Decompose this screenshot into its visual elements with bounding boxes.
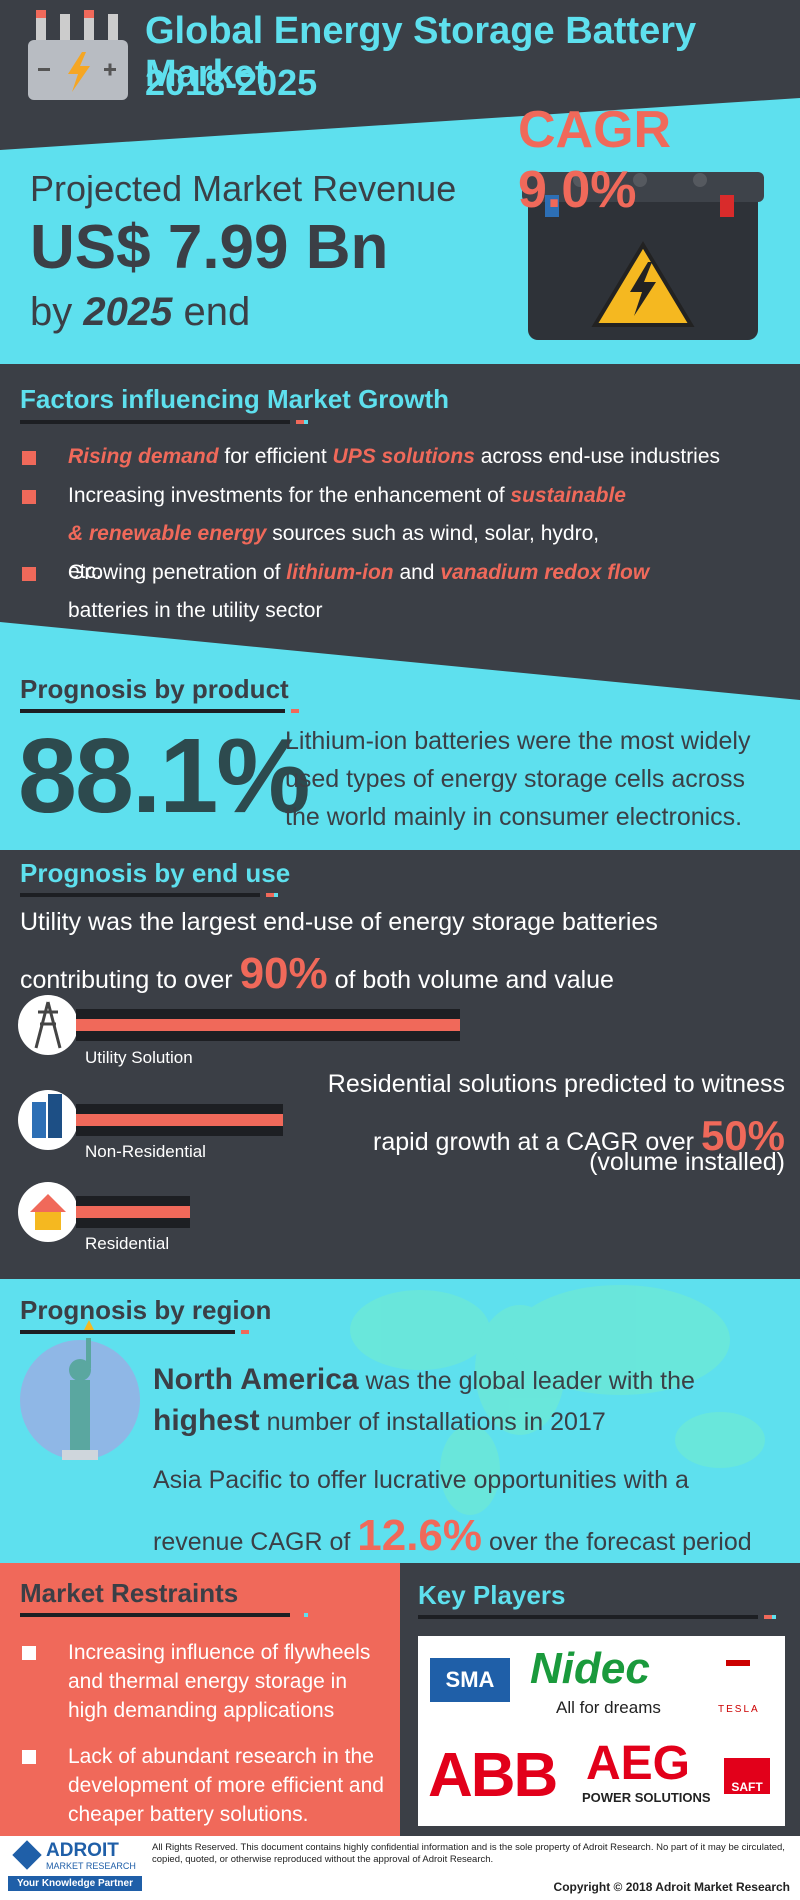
segment-bar	[76, 1196, 190, 1228]
product-text: Lithium-ion batteries were the most wide…	[285, 727, 751, 831]
world-map	[350, 1285, 765, 1515]
logo-tagline: All for dreams	[556, 1698, 661, 1717]
logo: AEG	[586, 1737, 691, 1790]
brand-sub: MARKET RESEARCH	[46, 1861, 136, 1871]
product-percent: 88.1%	[18, 717, 311, 835]
emphasis: 12.6%	[357, 1511, 483, 1560]
text-segment: sources such as wind, solar, hydro, etc.	[68, 522, 600, 583]
title-rule	[20, 709, 299, 713]
emphasis: vanadium redox flow	[440, 561, 650, 584]
text-segment: Residential solutions predicted to witne…	[327, 1070, 785, 1156]
north-america: North America was the global leader with…	[153, 1360, 793, 1442]
revenue-by: by 2025 end	[30, 290, 250, 335]
text-segment: batteries in the utility sector	[68, 599, 323, 622]
section-title: Prognosis by region	[20, 1295, 272, 1325]
bullet	[22, 567, 36, 581]
text-segment: over the forecast period	[482, 1528, 752, 1556]
emphasis: lithium-ion	[286, 561, 394, 584]
battery-illustration	[522, 172, 764, 340]
title-rule	[20, 893, 274, 897]
section-title: Market Restraints	[20, 1578, 239, 1608]
disclaimer: All Rights Reserved. This document conta…	[152, 1842, 785, 1865]
text-segment: by	[30, 290, 84, 334]
text-segment: across end-use industries	[474, 445, 721, 468]
section-title: Prognosis by product	[20, 674, 289, 704]
emphasis: North America	[153, 1363, 359, 1396]
residential-sub: (volume installed)	[589, 1148, 785, 1176]
factor: Increasing investments for the enhanceme…	[68, 477, 628, 591]
logo: Nidec	[530, 1644, 650, 1693]
logo: SAFT	[724, 1758, 770, 1794]
logo: TESLA	[718, 1704, 760, 1715]
bullet	[22, 451, 36, 465]
coral-panel	[0, 1563, 400, 1836]
copyright: Copyright © 2018 Adroit Market Research	[553, 1880, 790, 1894]
text-segment: end	[172, 290, 251, 334]
years: 2018-2025	[145, 62, 318, 103]
logo: SMA	[430, 1658, 510, 1702]
text-segment: number of installations in 2017	[259, 1408, 606, 1436]
text-segment: Growing penetration of	[68, 561, 287, 584]
logo-box: SMA Nidec All for dreams TESLA ABB AEG P…	[418, 1636, 785, 1826]
segment-bar	[76, 1104, 283, 1136]
emphasis: sustainable & renewable energy	[68, 484, 626, 545]
cagr: CAGR 9.0%	[518, 101, 672, 219]
emphasis: 2025	[83, 290, 173, 334]
brand: ADROIT	[46, 1840, 119, 1861]
title: Global Energy Storage Battery Market	[145, 10, 697, 95]
emphasis: 50%	[700, 1112, 785, 1159]
emphasis: 90%	[239, 949, 328, 998]
tagline: Your Knowledge Partner	[8, 1876, 142, 1891]
text-segment: for efficient	[218, 445, 333, 468]
factor: Rising demand for efficient UPS solution…	[68, 438, 768, 476]
bullet	[22, 490, 36, 504]
title-rule	[418, 1615, 772, 1619]
battery-icon	[28, 10, 128, 100]
cyan-panel	[0, 622, 800, 850]
text-segment: Utility was the largest end-use of energ…	[20, 908, 658, 994]
statue-illustration	[20, 1320, 140, 1460]
factor: Growing penetration of lithium-ion and v…	[68, 554, 708, 630]
restraint: Increasing influence of flywheels and th…	[68, 1641, 371, 1722]
text-segment: Increasing investments for the enhanceme…	[68, 484, 511, 507]
text-segment: of both volume and value	[327, 966, 614, 994]
residential-note: Residential solutions predicted to witne…	[285, 1058, 785, 1168]
asia-pacific: Asia Pacific to offer lucrative opportun…	[153, 1452, 783, 1570]
emphasis: UPS solutions	[332, 445, 475, 468]
text-segment: was the global leader with the	[358, 1367, 695, 1395]
title-rule	[20, 420, 304, 424]
bullet	[22, 1750, 36, 1764]
title-rule	[20, 1613, 304, 1617]
logo: ABB	[428, 1741, 558, 1810]
bullet	[22, 1646, 36, 1660]
segment-label: Residential	[85, 1234, 170, 1253]
text-segment: Asia Pacific to offer lucrative opportun…	[153, 1466, 689, 1556]
segment-icons	[18, 995, 78, 1242]
emphasis: Rising demand	[68, 445, 219, 468]
logo-tagline: POWER SOLUTIONS	[582, 1790, 711, 1805]
section-title: Key Players	[418, 1580, 566, 1610]
section-title: Factors influencing Market Growth	[20, 384, 450, 414]
end-use-summary: Utility was the largest end-use of energ…	[20, 896, 720, 1006]
restraint: Lack of abundant research in the develop…	[68, 1745, 384, 1826]
revenue: US$ 7.99 Bn	[30, 213, 389, 282]
text-segment: and	[393, 561, 441, 584]
segment-bar	[76, 1009, 460, 1041]
segment-label: Non-Residential	[85, 1142, 206, 1161]
tesla-mark	[726, 1660, 750, 1702]
section-title: Prognosis by end use	[20, 858, 291, 888]
emphasis: highest	[153, 1404, 260, 1437]
revenue-label: Projected Market Revenue	[30, 168, 457, 209]
segment-label: Utility Solution	[85, 1048, 193, 1067]
title-rule	[20, 1330, 249, 1334]
